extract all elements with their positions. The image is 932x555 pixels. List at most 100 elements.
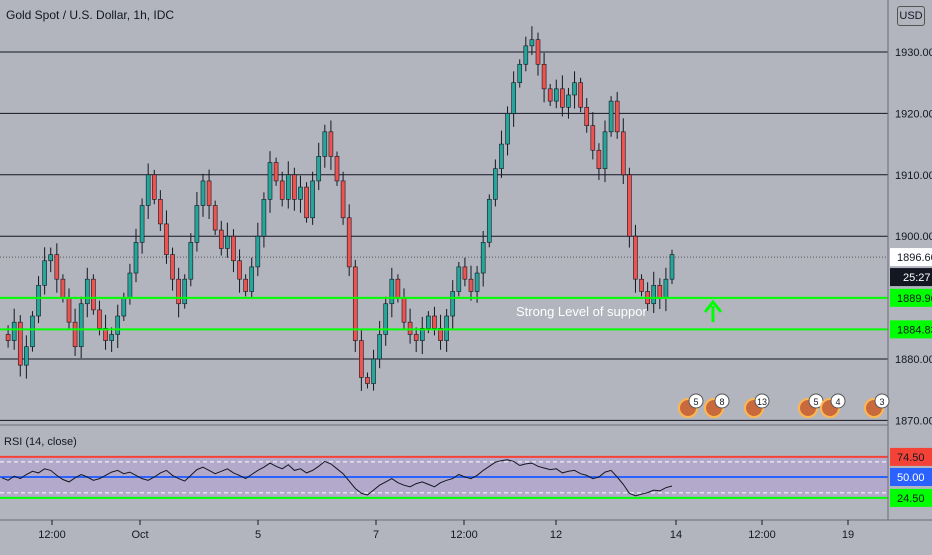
price-tick-label: 1910.00 — [895, 170, 932, 182]
candle-body — [200, 180, 206, 206]
candle-body — [243, 278, 248, 292]
candle-body — [54, 254, 60, 280]
candle-body — [584, 106, 590, 126]
candle-body — [663, 278, 669, 298]
candle-body — [639, 278, 644, 292]
candles — [5, 26, 675, 391]
badge-count: 5 — [693, 397, 698, 407]
candle-body — [42, 260, 47, 286]
rsi-level-box — [890, 447, 932, 466]
price-tick-label: 1920.00 — [895, 108, 932, 120]
candle-body — [225, 235, 230, 249]
rsi-label: RSI (14, close) — [4, 436, 77, 448]
candle-body — [456, 266, 462, 292]
candle-body — [84, 278, 90, 305]
rsi-level-box — [890, 488, 932, 507]
candle-body — [401, 297, 407, 323]
horizontal-levels — [0, 51, 888, 421]
price-tick-label: 1900.00 — [895, 231, 932, 243]
event-badges: 5 8 13 5 4 3 — [678, 393, 890, 418]
time-tick-label: Oct — [131, 529, 148, 541]
candle-body — [340, 180, 346, 219]
candle-body — [377, 334, 382, 360]
currency-button[interactable]: USD — [897, 6, 925, 26]
candle-body — [462, 266, 468, 280]
candle-body — [499, 143, 504, 169]
candle-body — [365, 377, 370, 384]
candle-body — [24, 346, 29, 366]
candle-body — [249, 266, 255, 292]
candle-body — [298, 186, 303, 200]
badge-count-bg — [754, 393, 770, 409]
candle-body — [139, 205, 145, 243]
candle-body — [572, 82, 577, 96]
candle-body — [316, 156, 322, 182]
badge-count: 8 — [719, 397, 724, 407]
badge-count-bg — [830, 393, 846, 409]
candle-body — [578, 82, 583, 108]
time-tick-label: 7 — [373, 529, 379, 541]
countdown-label: 25:27 — [903, 272, 931, 284]
time-tick-label: 12 — [550, 529, 562, 541]
time-tick-label: 5 — [255, 529, 261, 541]
candle-body — [566, 94, 571, 108]
candle-body — [11, 321, 17, 341]
candle-body — [633, 235, 638, 280]
candle-body — [151, 174, 157, 200]
candle-body — [5, 334, 11, 341]
badge-count-bg — [714, 393, 730, 409]
candle-body — [529, 39, 535, 47]
candle-body — [72, 321, 78, 348]
support-annotation: Strong Level of suppor — [516, 304, 647, 319]
candle-body — [66, 297, 72, 323]
badge-count: 3 — [879, 397, 884, 407]
badge-count: 4 — [835, 397, 840, 407]
candle-body — [419, 327, 425, 341]
candle-body — [237, 260, 242, 280]
candle-body — [389, 278, 395, 305]
candle-body — [60, 278, 66, 298]
candle-body — [133, 242, 139, 274]
candle-body — [523, 45, 529, 65]
current-price-box — [890, 248, 932, 267]
candle-body — [164, 223, 169, 255]
candle-body — [188, 242, 194, 280]
up-arrow-icon — [703, 299, 723, 322]
candle-body — [182, 278, 188, 305]
badge-count: 13 — [757, 397, 767, 407]
candle-body — [359, 340, 364, 378]
candle-body — [212, 205, 218, 231]
candle-body — [602, 131, 608, 169]
candle-body — [206, 180, 212, 206]
time-tick-label: 12:00 — [38, 529, 66, 541]
candle-body — [627, 174, 632, 237]
candle-body — [438, 327, 443, 341]
rsi-level-box — [890, 468, 932, 486]
support-lines: Strong Level of suppor — [0, 296, 888, 331]
candle-body — [273, 162, 279, 182]
candle-body — [115, 315, 121, 335]
rsi-level-label: 24.50 — [897, 493, 925, 505]
support-price-label: 1889.96 — [897, 293, 932, 305]
candle-body — [407, 321, 413, 335]
time-tick-label: 12:00 — [748, 529, 776, 541]
support-price-label: 1884.83 — [897, 324, 932, 336]
current-price-label: 1896.60 — [897, 252, 932, 264]
candle-body — [468, 278, 474, 292]
candle-body — [474, 272, 480, 292]
candle-body — [36, 285, 41, 317]
candle-body — [97, 309, 102, 329]
candle-body — [48, 254, 54, 262]
candle-body — [170, 254, 175, 280]
price-tick-label: 1930.00 — [895, 47, 932, 59]
candle-body — [352, 266, 358, 341]
candle-body — [608, 100, 614, 133]
candle-body — [285, 174, 291, 200]
support-price-box — [890, 320, 932, 339]
candle-body — [596, 149, 602, 169]
candle-body — [590, 125, 596, 151]
candle-body — [505, 113, 510, 145]
rsi-level-label: 74.50 — [897, 452, 925, 464]
